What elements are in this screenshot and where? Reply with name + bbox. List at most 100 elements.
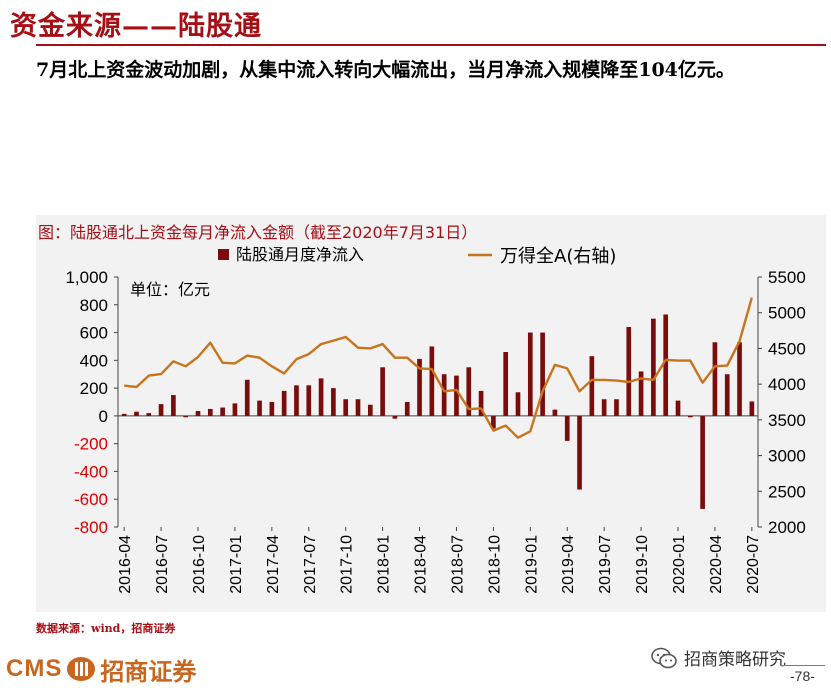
flow-bar	[183, 415, 189, 418]
flow-bar	[269, 402, 275, 416]
left-tick-label: 400	[80, 351, 108, 370]
x-tick-label: 2018-04	[413, 535, 430, 594]
x-tick-label: 2017-04	[265, 535, 282, 594]
title-divider	[36, 44, 826, 46]
page-subtitle: 7月北上资金波动加剧，从集中流入转向大幅流出，当月净流入规模降至104亿元。	[36, 59, 735, 81]
right-tick-label: 2000	[768, 518, 806, 537]
flow-bar	[700, 415, 705, 509]
flow-bar	[257, 400, 262, 416]
x-tick-label: 2017-07	[302, 535, 319, 594]
flow-bar	[417, 358, 422, 416]
flow-bar	[281, 390, 287, 416]
flow-bar	[343, 399, 349, 416]
left-tick-label: -200	[74, 435, 108, 454]
right-tick-label: 3500	[768, 411, 806, 430]
x-tick-label: 2016-10	[191, 535, 208, 594]
right-tick-label: 5500	[768, 268, 806, 287]
logo-text: CMS	[6, 655, 63, 682]
wind-a-index-line	[124, 297, 753, 439]
left-tick-label: 1,000	[65, 268, 108, 287]
flow-bar	[171, 395, 176, 416]
flow-bar	[503, 352, 509, 416]
x-tick-label: 2019-10	[634, 535, 651, 594]
x-tick-label: 2020-01	[671, 535, 688, 594]
left-tick-label: -600	[74, 490, 108, 509]
flow-bar	[466, 367, 472, 416]
flow-bar	[441, 374, 447, 416]
right-tick-label: 3000	[768, 447, 806, 466]
flow-bar	[724, 374, 730, 416]
flow-bar	[158, 404, 164, 416]
left-tick-label: 600	[80, 324, 108, 343]
flow-bar	[515, 392, 521, 416]
flow-bar	[651, 318, 656, 416]
flow-bar	[207, 408, 213, 416]
flow-bar	[527, 332, 533, 416]
wechat-account: 招商策略研究	[650, 645, 786, 670]
flow-bar	[577, 415, 582, 490]
flow-bar	[232, 403, 238, 416]
x-tick-label: 2018-07	[449, 535, 466, 594]
right-tick-label: 4000	[768, 375, 806, 394]
flow-bar	[355, 399, 361, 416]
flow-bar	[564, 415, 570, 441]
flow-bar	[146, 413, 152, 416]
flow-bar	[306, 385, 312, 416]
flow-bar	[454, 375, 459, 416]
x-tick-label: 2019-04	[560, 535, 577, 594]
left-tick-label: -400	[74, 462, 108, 481]
wechat-label: 招商策略研究	[684, 650, 786, 670]
right-tick-label: 5000	[768, 304, 806, 323]
data-source: 数据来源：wind，招商证券	[36, 622, 176, 635]
left-tick-label: 200	[80, 379, 108, 398]
logo-badge-icon	[67, 657, 96, 681]
legend-line-label: 万得全A(右轴)	[500, 246, 616, 267]
flow-bar	[589, 356, 595, 416]
flow-bar	[478, 390, 484, 416]
flow-bar	[331, 388, 336, 416]
wechat-icon	[651, 647, 677, 668]
company-logo: CMS 招商证券	[6, 652, 196, 686]
x-tick-label: 2017-01	[228, 535, 245, 594]
flow-bar	[380, 367, 385, 416]
x-tick-label: 2018-01	[376, 535, 393, 594]
right-tick-label: 4500	[768, 339, 806, 358]
x-tick-label: 2020-04	[708, 535, 725, 594]
left-tick-label: 0	[99, 407, 108, 426]
x-tick-label: 2017-10	[339, 535, 356, 594]
flow-bar	[737, 342, 742, 416]
flow-bar	[404, 402, 410, 416]
flow-bar	[220, 407, 225, 416]
x-tick-label: 2019-01	[523, 535, 540, 594]
page-title: 资金来源——陆股通	[10, 11, 262, 42]
x-tick-label: 2019-07	[597, 535, 614, 594]
left-tick-label: -800	[74, 518, 108, 537]
x-tick-label: 2016-04	[117, 535, 134, 594]
flow-bar	[712, 342, 718, 416]
flow-bar	[663, 314, 669, 416]
flow-bar	[121, 413, 127, 416]
flow-bar	[318, 378, 324, 416]
flow-bar	[294, 385, 299, 416]
legend-bar-swatch	[218, 249, 229, 260]
page-number: -78-	[790, 668, 815, 684]
flow-bar	[749, 401, 755, 416]
logo-chinese-name: 招商证券	[100, 656, 197, 686]
flow-bar	[367, 404, 373, 416]
right-tick-label: 2500	[768, 482, 806, 501]
x-tick-label: 2016-07	[154, 535, 171, 594]
flow-bar	[429, 346, 435, 416]
x-tick-label: 2018-10	[486, 535, 503, 594]
flow-bar	[540, 332, 545, 416]
flow-bar	[638, 371, 644, 416]
flow-bar	[614, 399, 619, 416]
x-tick-label: 2020-07	[745, 535, 762, 594]
flow-bar	[687, 415, 693, 418]
legend-bar-label: 陆股通月度净流入	[236, 245, 364, 264]
flow-bar	[675, 400, 681, 416]
flow-bar	[491, 415, 496, 429]
flow-bar	[134, 411, 139, 416]
flow-bar	[601, 399, 607, 416]
flow-bar	[552, 409, 558, 416]
